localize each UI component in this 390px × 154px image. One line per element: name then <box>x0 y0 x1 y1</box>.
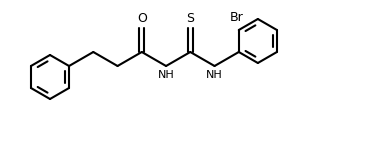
Text: Br: Br <box>230 11 244 24</box>
Text: S: S <box>186 12 194 25</box>
Text: O: O <box>137 12 147 25</box>
Text: NH: NH <box>206 70 223 80</box>
Text: NH: NH <box>158 70 174 80</box>
